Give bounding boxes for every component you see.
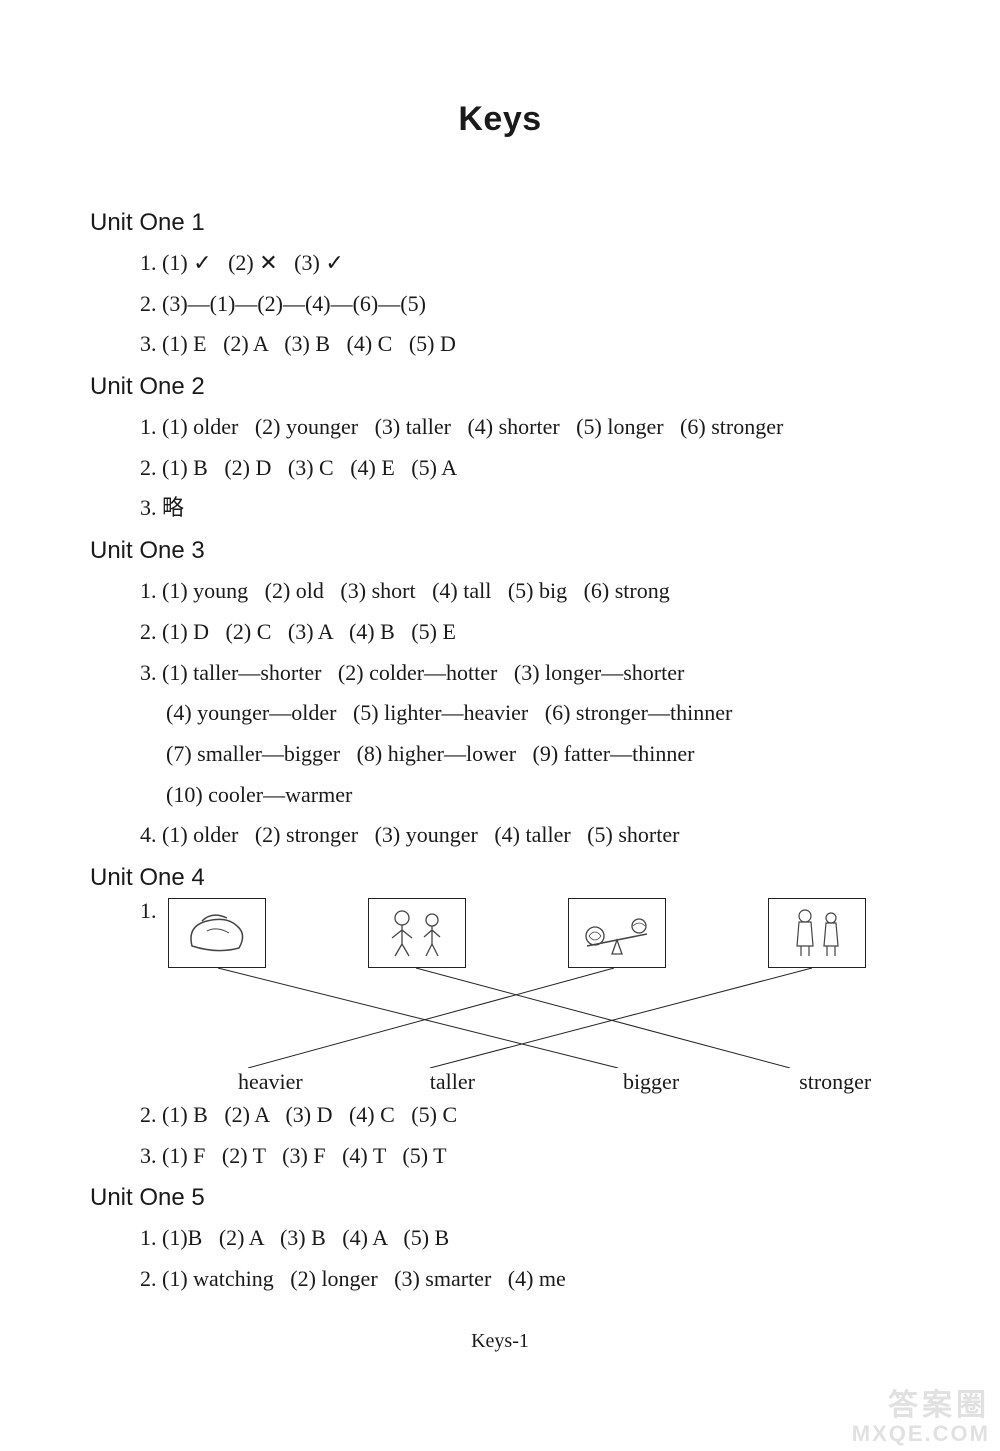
u5-line-1: 1. (1)B (2) A (3) B (4) A (5) B [140, 1218, 910, 1259]
bag-illustration-icon [177, 906, 257, 960]
u3-line-4: (4) younger—older (5) lighter—heavier (6… [166, 693, 910, 734]
u3-line-3: 3. (1) taller—shorter (2) colder—hotter … [140, 653, 910, 694]
u1-line-1: 1. (1) ✓ (2) ✕ (3) ✓ [140, 243, 910, 284]
u3-line-5: (7) smaller—bigger (8) higher—lower (9) … [166, 734, 910, 775]
diagram-box-boys [368, 898, 466, 968]
diagram-box-balls [568, 898, 666, 968]
u4-line-2: 2. (1) B (2) A (3) D (4) C (5) C [140, 1095, 910, 1136]
page: Keys Unit One 1 1. (1) ✓ (2) ✕ (3) ✓ 2. … [0, 0, 1000, 1393]
unit-4-heading: Unit One 4 [90, 864, 910, 892]
watermark-line-1: 答案圈 [852, 1390, 990, 1422]
u4-line-3: 3. (1) F (2) T (3) F (4) T (5) T [140, 1136, 910, 1177]
matching-lines-svg [140, 968, 900, 1068]
u3-line-6: (10) cooler—warmer [166, 775, 910, 816]
u2-line-1: 1. (1) older (2) younger (3) taller (4) … [140, 407, 910, 448]
u5-line-2: 2. (1) watching (2) longer (3) smarter (… [140, 1259, 910, 1300]
match-label-bigger: bigger [623, 1069, 679, 1095]
u3-line-7: 4. (1) older (2) stronger (3) younger (4… [140, 815, 910, 856]
girls-illustration-icon [777, 906, 857, 960]
u2-line-2: 2. (1) B (2) D (3) C (4) E (5) A [140, 448, 910, 489]
diagram-box-bag [168, 898, 266, 968]
u1-line-3: 3. (1) E (2) A (3) B (4) C (5) D [140, 324, 910, 365]
diagram-boxes [168, 898, 866, 968]
page-title: Keys [90, 100, 910, 139]
unit-1-heading: Unit One 1 [90, 209, 910, 237]
page-footer: Keys-1 [90, 1330, 910, 1353]
unit-3-heading: Unit One 3 [90, 537, 910, 565]
watermark: 答案圈 MXQE.COM [852, 1390, 990, 1445]
matching-labels: heavier taller bigger stronger [168, 1069, 910, 1095]
match-label-heavier: heavier [238, 1069, 303, 1095]
unit-2-heading: Unit One 2 [90, 373, 910, 401]
u3-line-2: 2. (1) D (2) C (3) A (4) B (5) E [140, 612, 910, 653]
u4-q1-number: 1. [140, 898, 168, 924]
u3-line-1: 1. (1) young (2) old (3) short (4) tall … [140, 571, 910, 612]
match-label-stronger: stronger [799, 1069, 871, 1095]
u4-matching-diagram: 1. [140, 898, 910, 1095]
boys-illustration-icon [377, 906, 457, 960]
unit-5-heading: Unit One 5 [90, 1184, 910, 1212]
diagram-box-girls [768, 898, 866, 968]
watermark-line-2: MXQE.COM [852, 1422, 990, 1445]
u1-line-2: 2. (3)—(1)—(2)—(4)—(6)—(5) [140, 284, 910, 325]
match-label-taller: taller [430, 1069, 475, 1095]
balls-seesaw-illustration-icon [577, 906, 657, 960]
u2-line-3: 3. 略 [140, 488, 910, 529]
